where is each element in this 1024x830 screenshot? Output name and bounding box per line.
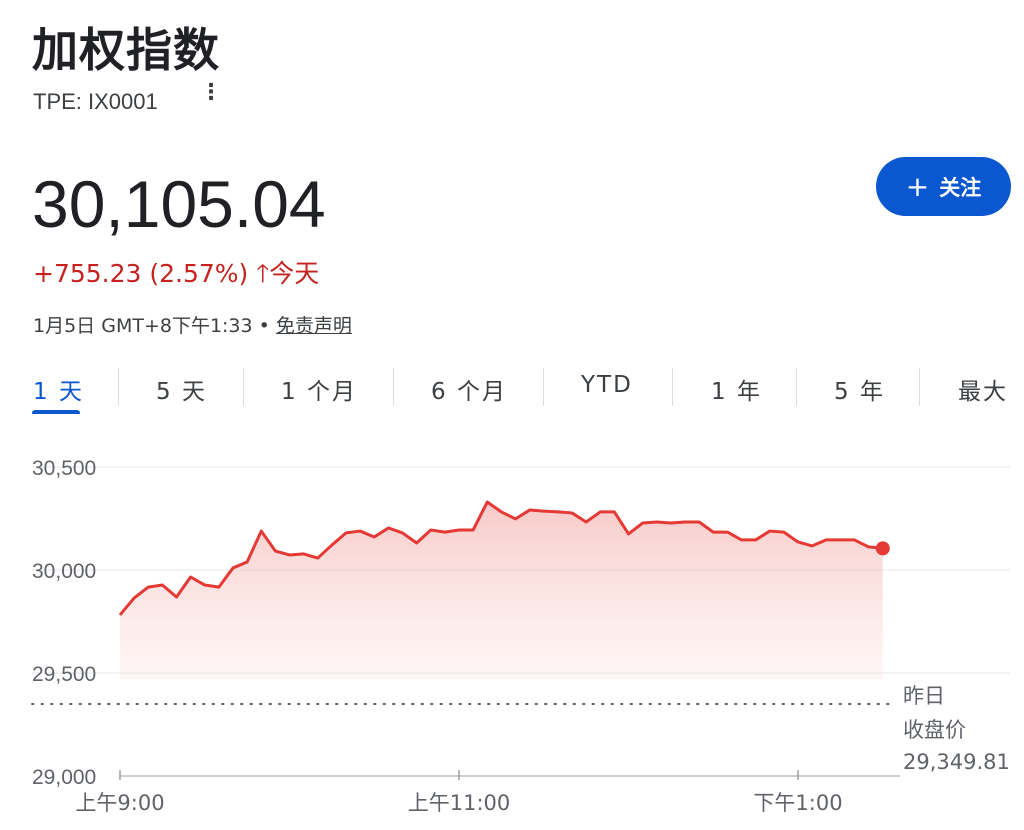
change-period: 今天	[269, 259, 320, 288]
price-change: +755.23 (2.57%) 🡑今天	[33, 254, 319, 298]
follow-button[interactable]: + 关注	[876, 157, 1011, 216]
divider	[796, 368, 797, 406]
tab-1m[interactable]: 1 个月	[281, 379, 357, 405]
divider	[243, 368, 244, 406]
y-tick-label: 30,000	[32, 560, 96, 583]
x-tick-label: 下午1:00	[753, 791, 842, 815]
tab-ytd[interactable]: YTD	[581, 372, 633, 398]
ticker-symbol: TPE: IX0001	[33, 89, 158, 114]
price-area	[120, 502, 883, 679]
tab-1d[interactable]: 1 天	[33, 379, 84, 405]
disclaimer-link[interactable]: 免责声明	[275, 315, 352, 337]
range-tabs: 1 天 5 天 1 个月 6 个月 YTD 1 年 5 年 最大	[0, 366, 1024, 416]
more-vert-icon[interactable]: ⋮	[200, 79, 222, 104]
tab-5d[interactable]: 5 天	[156, 379, 207, 405]
x-tick-label: 上午11:00	[408, 791, 511, 815]
divider	[118, 368, 119, 406]
timestamp: 1月5日 GMT+8下午1:33 •	[33, 315, 270, 337]
timestamp-line: 1月5日 GMT+8下午1:33 • 免责声明	[33, 311, 352, 338]
tab-5y[interactable]: 5 年	[834, 379, 885, 405]
active-tab-indicator	[32, 410, 80, 414]
x-tick-label: 上午9:00	[75, 791, 164, 815]
previous-close-label-1: 昨日	[903, 684, 945, 708]
arrow-up-icon: 🡑	[256, 259, 270, 288]
y-tick-label: 29,000	[32, 766, 96, 789]
price-chart[interactable]: 30,500 30,000 29,500 29,000 上午9:00 上午11:00 下午…	[0, 440, 1024, 830]
divider	[393, 368, 394, 406]
y-tick-label: 30,500	[32, 457, 96, 480]
plus-icon: +	[905, 170, 930, 203]
divider	[543, 368, 544, 406]
current-price: 30,105.04	[32, 167, 326, 241]
change-value: +755.23 (2.57%)	[33, 259, 249, 288]
tab-6m[interactable]: 6 个月	[431, 379, 507, 405]
divider	[919, 368, 920, 406]
previous-close-label-2: 收盘价	[903, 718, 966, 742]
previous-close-value: 29,349.81	[903, 750, 1010, 774]
follow-label: 关注	[939, 175, 982, 200]
y-tick-label: 29,500	[32, 663, 96, 686]
divider	[672, 368, 673, 406]
page-title: 加权指数	[32, 23, 220, 77]
tab-1y[interactable]: 1 年	[711, 379, 762, 405]
current-price-marker	[875, 541, 890, 556]
tab-max[interactable]: 最大	[958, 379, 1008, 405]
